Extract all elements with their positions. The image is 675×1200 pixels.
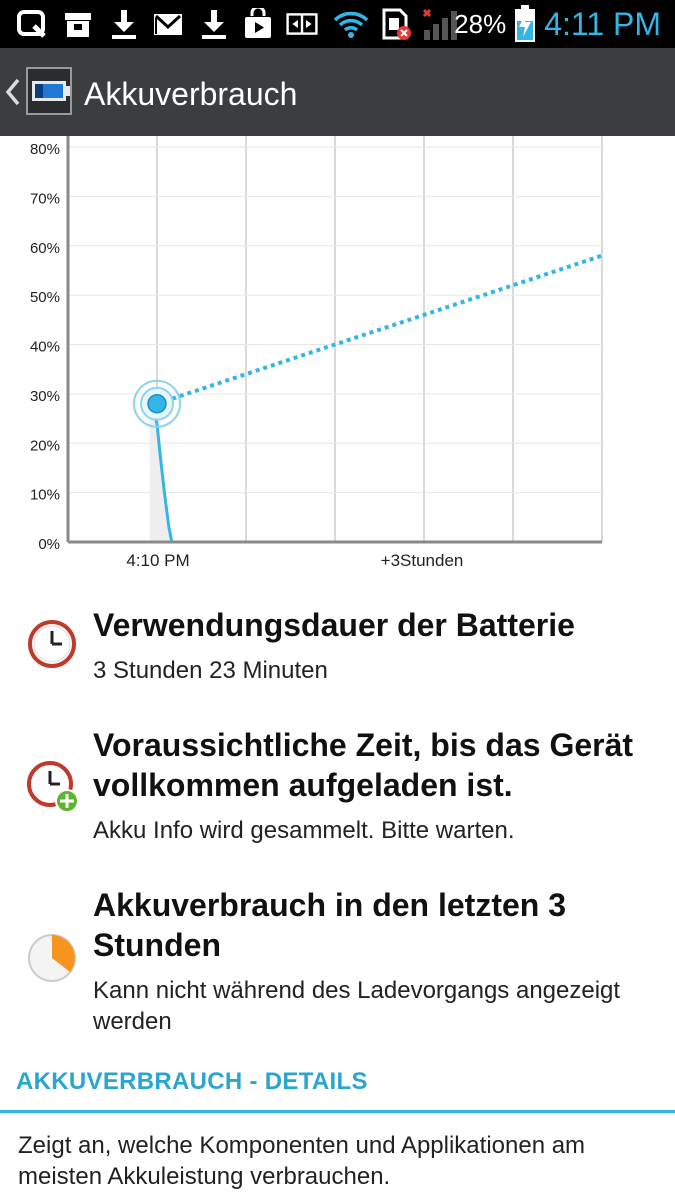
y-tick-label: 10%: [30, 487, 60, 504]
download-icon: [112, 10, 136, 39]
wifi-icon: [333, 11, 369, 38]
row-title: Voraussichtliche Zeit, bis das Gerät vol…: [93, 727, 634, 803]
play-store-icon: [245, 8, 271, 38]
current-level-marker: [147, 394, 167, 414]
back-chevron-icon[interactable]: [4, 74, 22, 110]
clock-plus-icon: [27, 761, 79, 813]
clock-icon: [28, 620, 76, 668]
search-icon: [17, 10, 46, 38]
page-title: Akkuverbrauch: [84, 76, 298, 112]
row-subtitle: Akku Info wird gesammelt. Bitte warten.: [93, 817, 515, 844]
row-subtitle: Kann nicht während des Ladevorgangs ange…: [93, 977, 621, 1035]
clock-time: 4:11 PM: [544, 5, 661, 42]
y-tick-label: 60%: [30, 240, 60, 257]
action-bar: Akkuverbrauch: [0, 48, 675, 136]
battery-app-icon[interactable]: [26, 67, 72, 115]
projection-dotted-line: [156, 253, 603, 406]
y-tick-label: 0%: [38, 536, 60, 553]
sim-error-icon: [382, 8, 411, 40]
x-tick-label: +3Stunden: [381, 551, 464, 570]
marker-outer-ring: [133, 379, 181, 428]
battery-percent: 28%: [454, 8, 507, 39]
download-icon: [202, 10, 226, 39]
gmail-icon: [154, 14, 182, 35]
pie-chart-icon: [28, 934, 76, 982]
y-tick-label: 50%: [30, 289, 60, 306]
details-section-header: AKKUVERBRAUCH - DETAILS: [16, 1068, 368, 1095]
x-tick-label: 4:10 PM: [126, 551, 189, 570]
sync-icon: [286, 13, 318, 35]
y-tick-label: 70%: [30, 190, 60, 207]
row-title: Akkuverbrauch in den letzten 3 Stunden: [93, 887, 567, 963]
row-subtitle: 3 Stunden 23 Minuten: [93, 657, 328, 684]
y-tick-label: 30%: [30, 388, 60, 405]
y-tick-label: 20%: [30, 437, 60, 454]
signal-icon: [422, 8, 457, 40]
battery-chart: 80% 70% 60% 50% 40% 30% 20% 10% 0% 4:10 PM +3Stund…: [30, 136, 603, 570]
y-tick-label: 40%: [30, 339, 60, 356]
section-divider: [0, 1110, 675, 1113]
row-title: Verwendungsdauer der Batterie: [93, 607, 575, 643]
y-tick-label: 80%: [30, 141, 60, 158]
details-description[interactable]: Zeigt an, welche Komponenten und Applika…: [18, 1132, 586, 1190]
battery-charging-icon: [515, 5, 536, 42]
status-bar: 28% 4:11 PM: [0, 0, 675, 48]
archive-icon: [65, 13, 91, 37]
